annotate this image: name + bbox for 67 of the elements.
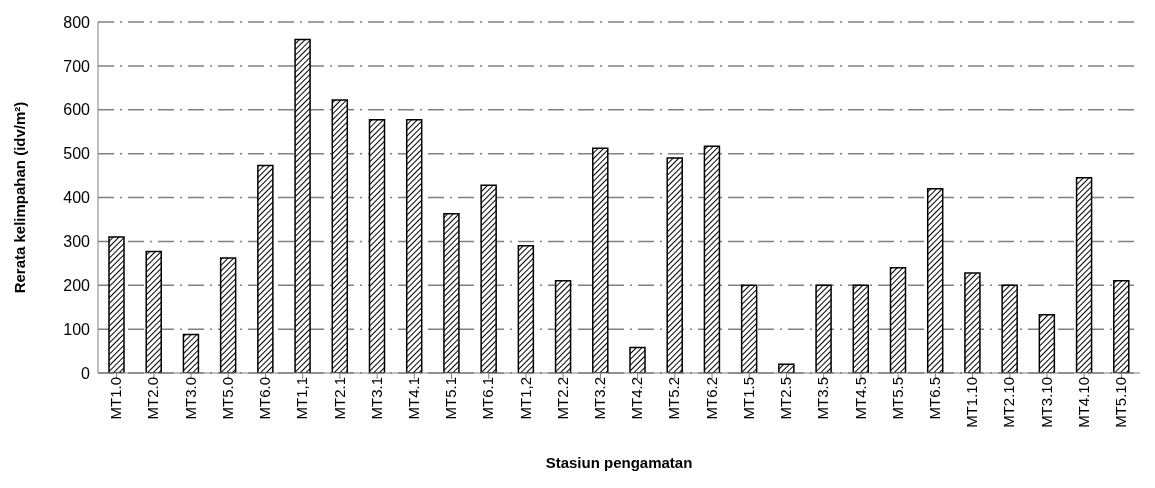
bar xyxy=(219,257,237,373)
bar xyxy=(1001,284,1018,373)
x-tick-label: MT5.2 xyxy=(665,377,683,420)
x-tick-label: MT1.10 xyxy=(963,377,981,428)
y-tick-label: 100 xyxy=(63,320,91,338)
bar xyxy=(480,184,497,373)
bar xyxy=(926,187,944,373)
x-tick-label: MT6.0 xyxy=(256,377,274,420)
bar xyxy=(145,250,162,373)
x-tick-label: MT4.1 xyxy=(404,377,422,420)
x-tick-label: MT6.1 xyxy=(479,377,497,420)
x-tick-label: MT2.5 xyxy=(777,377,795,420)
x-tick-label: MT2.1 xyxy=(330,377,348,420)
bar xyxy=(182,333,200,373)
y-tick-label: 700 xyxy=(63,57,91,75)
x-tick-label: MT3.0 xyxy=(181,377,199,420)
bar xyxy=(592,147,609,373)
bar xyxy=(852,284,870,373)
y-tick-label: 500 xyxy=(63,145,91,163)
y-tick-label: 400 xyxy=(63,189,91,207)
x-tick-label: MT6.2 xyxy=(702,377,720,420)
x-tick-label: MT1.5 xyxy=(739,377,757,420)
bar xyxy=(815,284,832,373)
bar xyxy=(405,119,423,373)
bar xyxy=(889,266,907,373)
bar xyxy=(666,157,683,373)
bar xyxy=(1075,177,1093,373)
x-tick-label: MT5.1 xyxy=(442,377,460,420)
x-tick-label: MT5.10 xyxy=(1112,377,1130,428)
x-tick-label: MT2.10 xyxy=(1000,377,1018,428)
x-tick-label: MT2.0 xyxy=(144,377,162,420)
y-tick-label: 0 xyxy=(81,364,91,382)
bar xyxy=(554,280,572,373)
x-tick-label: MT6.5 xyxy=(925,377,943,420)
bar xyxy=(1113,280,1130,373)
x-tick-label: MT5.0 xyxy=(218,377,236,420)
bar xyxy=(517,245,535,373)
bar xyxy=(1038,313,1056,373)
bar xyxy=(257,164,274,373)
x-tick-label: MT1,2 xyxy=(516,377,534,420)
y-tick-label: 600 xyxy=(63,101,91,119)
x-tick-label: MT3.2 xyxy=(591,377,609,420)
bar xyxy=(964,272,981,373)
x-tick-label: MT3.5 xyxy=(814,377,832,420)
x-tick-label: MT4.5 xyxy=(851,377,869,420)
bar xyxy=(368,119,386,373)
y-axis-title: Rerata kelimpahan (idv/m²) xyxy=(11,101,29,294)
x-tick-label: MT2.2 xyxy=(553,377,571,420)
bar xyxy=(294,38,311,373)
bar xyxy=(778,363,795,373)
x-tick-label: MT1,1 xyxy=(293,377,311,420)
x-axis-title: Stasiun pengamatan xyxy=(545,454,693,471)
x-tick-label: MT5.5 xyxy=(888,377,906,420)
y-tick-label: 800 xyxy=(63,13,91,31)
bar xyxy=(443,212,460,373)
x-tick-label: MT4.2 xyxy=(628,377,646,420)
bar xyxy=(629,346,646,373)
x-tick-label: MT3.1 xyxy=(367,377,385,420)
y-tick-label: 200 xyxy=(63,276,91,294)
x-tick-label: MT4.10 xyxy=(1074,377,1092,428)
x-tick-label: MT3.10 xyxy=(1037,377,1055,428)
bar xyxy=(331,99,349,373)
bar xyxy=(703,145,721,373)
bar xyxy=(108,236,125,373)
x-tick-label: MT1.0 xyxy=(107,377,125,420)
y-tick-label: 300 xyxy=(63,233,91,251)
bar xyxy=(740,284,758,373)
